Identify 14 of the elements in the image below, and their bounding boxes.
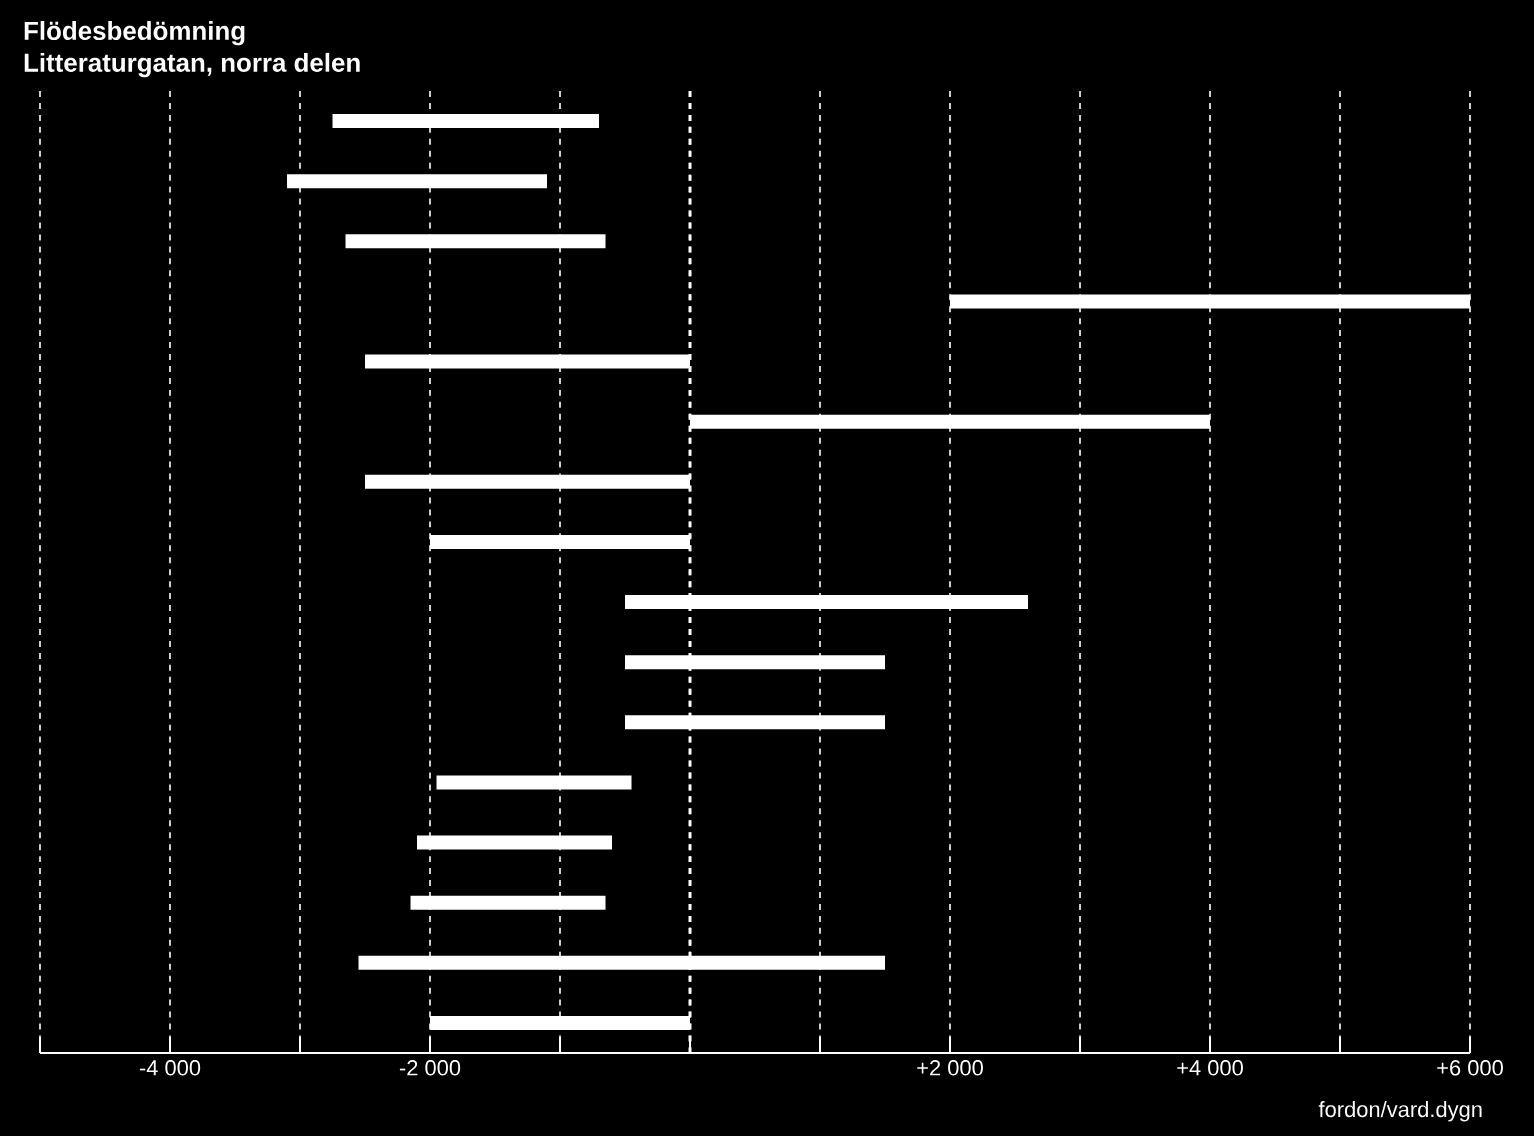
chart-title: Flödesbedömning bbox=[24, 21, 245, 46]
bar bbox=[287, 174, 548, 189]
bar bbox=[345, 234, 606, 249]
bar bbox=[332, 114, 600, 129]
x-axis-title: fordon/vard.dygn bbox=[1318, 1101, 1482, 1122]
bar bbox=[410, 895, 606, 910]
x-tick-label: +2 000 bbox=[917, 1060, 983, 1076]
x-tick-label: +6 000 bbox=[1437, 1060, 1503, 1076]
x-tick-label: -2 000 bbox=[399, 1060, 461, 1076]
bar bbox=[436, 775, 632, 790]
bar bbox=[417, 835, 613, 850]
chart-subtitle: Litteraturgatan, norra delen bbox=[24, 52, 360, 78]
x-tick-label: +4 000 bbox=[1177, 1060, 1243, 1076]
x-tick-label: -4 000 bbox=[139, 1060, 201, 1076]
